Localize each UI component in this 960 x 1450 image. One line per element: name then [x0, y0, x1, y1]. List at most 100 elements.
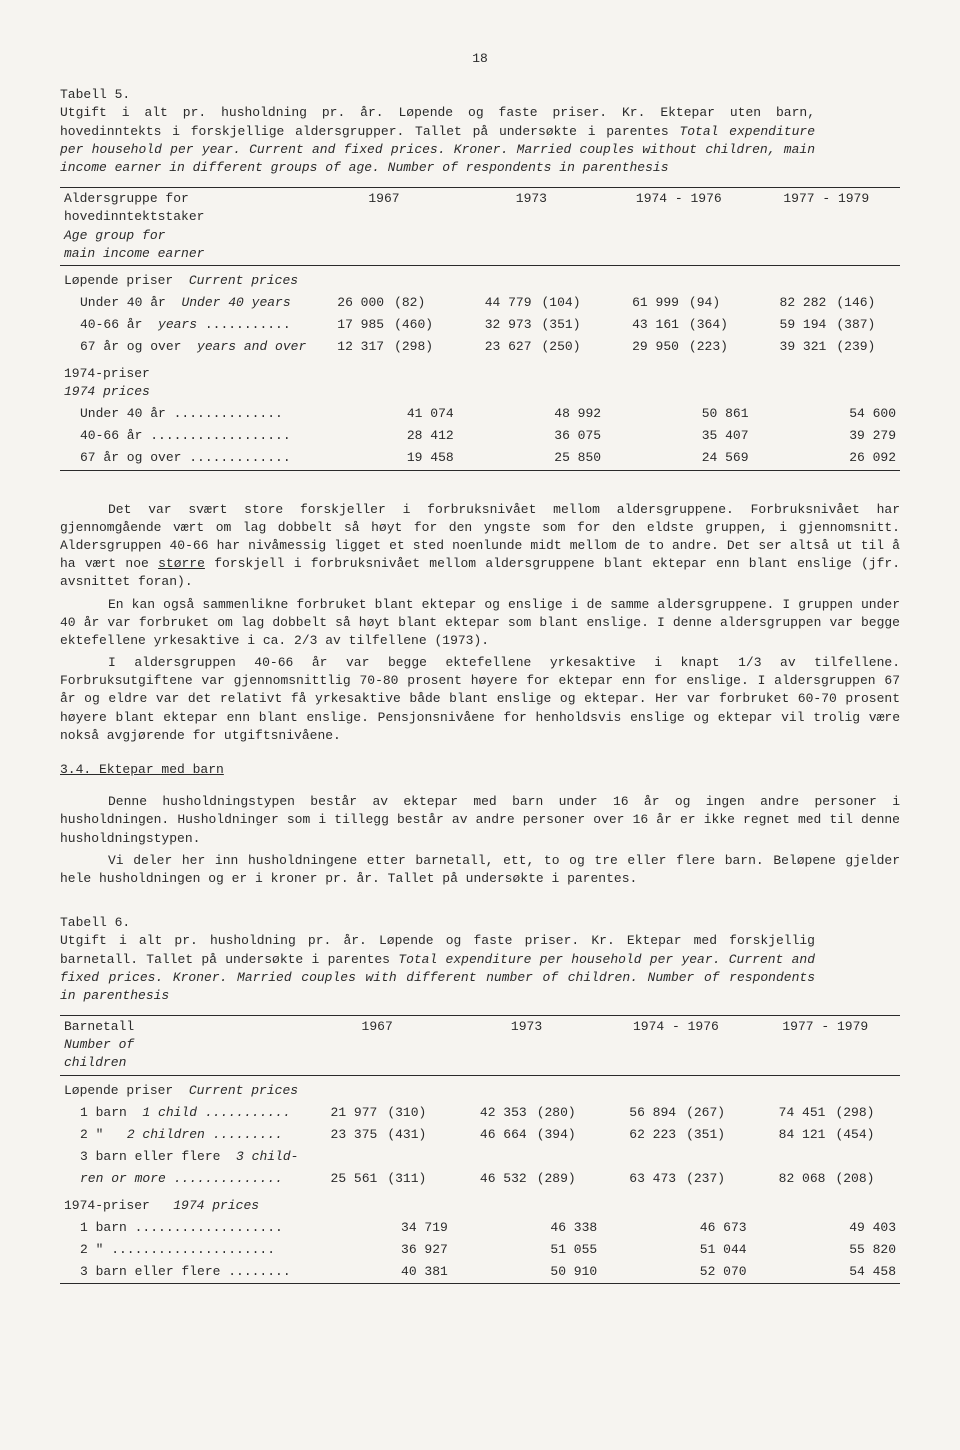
cell: 36 075	[458, 425, 605, 447]
cell: ren or more ..............	[80, 1171, 283, 1186]
cell: 46 532	[452, 1168, 531, 1190]
t5-stub1: Aldersgruppe for	[64, 191, 189, 206]
cell: (289)	[531, 1168, 602, 1190]
cell: 62 223	[601, 1124, 680, 1146]
table6-caption: Tabell 6. Utgift i alt pr. husholdning p…	[60, 914, 900, 1005]
cell: 67 år og over .............	[60, 447, 310, 470]
cell: (431)	[381, 1124, 452, 1146]
cell: 25 561	[302, 1168, 381, 1190]
cell: 28 412	[310, 425, 457, 447]
cell: (394)	[531, 1124, 602, 1146]
table-row: 2 " 2 children ......... 23 375(431) 46 …	[60, 1124, 900, 1146]
cell: 84 121	[751, 1124, 830, 1146]
cell: 3 barn eller flere ........	[60, 1261, 302, 1284]
cell: 24 569	[605, 447, 752, 470]
table5-caption: Tabell 5. Utgift i alt pr. husholdning p…	[60, 86, 900, 177]
t6-y0: 1967	[302, 1016, 451, 1076]
cell: (237)	[680, 1168, 751, 1190]
cell: 61 999	[605, 292, 683, 314]
cell: 44 779	[458, 292, 536, 314]
t5-sec2: 1974-priser	[64, 366, 150, 381]
cell: 41 074	[310, 403, 457, 425]
table5-label: Tabell 5.	[60, 86, 140, 104]
t5-y0: 1967	[310, 188, 457, 253]
cell: 40 381	[302, 1261, 451, 1284]
cell: 48 992	[458, 403, 605, 425]
table6-label: Tabell 6.	[60, 914, 140, 932]
table-row: 40-66 år .................. 28 412 36 07…	[60, 425, 900, 447]
p4: Denne husholdningstypen består av ektepa…	[60, 793, 900, 848]
cell: 40-66 år ..................	[60, 425, 310, 447]
table-row: Under 40 år .............. 41 074 48 992…	[60, 403, 900, 425]
cell: 42 353	[452, 1102, 531, 1124]
cell: (351)	[680, 1124, 751, 1146]
cell: (104)	[536, 292, 606, 314]
table-row: 1 barn ................... 34 719 46 338…	[60, 1217, 900, 1239]
table-row: 2 " ..................... 36 927 51 055 …	[60, 1239, 900, 1261]
cell: (208)	[829, 1168, 900, 1190]
cell: (454)	[829, 1124, 900, 1146]
cell: (94)	[683, 292, 753, 314]
cell: 3 child-	[236, 1149, 298, 1164]
cell: 1 barn ...................	[60, 1217, 302, 1239]
t5-sec1i: Current prices	[189, 273, 298, 288]
cell: 82 068	[751, 1168, 830, 1190]
cell: 26 000	[310, 292, 388, 314]
table-row: ren or more .............. 25 561(311) 4…	[60, 1168, 900, 1190]
t6-sec1: Løpende priser	[64, 1083, 173, 1098]
cell: 21 977	[302, 1102, 381, 1124]
cell: (364)	[683, 314, 753, 336]
t6-y2: 1974 - 1976	[601, 1016, 750, 1076]
cell: 26 092	[753, 447, 900, 470]
cell: 32 973	[458, 314, 536, 336]
cell: 54 458	[751, 1261, 900, 1284]
cell: 17 985	[310, 314, 388, 336]
cell: 46 673	[601, 1217, 750, 1239]
cell: 23 627	[458, 336, 536, 358]
cell: 23 375	[302, 1124, 381, 1146]
cell: (460)	[388, 314, 458, 336]
t5-sec1: Løpende priser	[64, 273, 173, 288]
cell: (387)	[830, 314, 900, 336]
cell: 12 317	[310, 336, 388, 358]
table-row: 40-66 år years ........... 17 985(460) 3…	[60, 314, 900, 336]
t5-stub3: Age group for	[64, 228, 165, 243]
t5-stub2: hovedinntektstaker	[64, 209, 204, 224]
cell: 1 child ...........	[142, 1105, 290, 1120]
cell: (311)	[381, 1168, 452, 1190]
cell: (146)	[830, 292, 900, 314]
cell: 51 055	[452, 1239, 601, 1261]
cell: years and over	[197, 339, 306, 354]
cell: 67 år og over	[80, 339, 181, 354]
p2: En kan også sammenlikne forbruket blant …	[60, 596, 900, 651]
cell: 52 070	[601, 1261, 750, 1284]
t6-sec1i: Current prices	[189, 1083, 298, 1098]
t6-y3: 1977 - 1979	[751, 1016, 900, 1076]
cell: 59 194	[753, 314, 831, 336]
cell: 34 719	[302, 1217, 451, 1239]
cell: 56 894	[601, 1102, 680, 1124]
cell: 50 861	[605, 403, 752, 425]
cell: (280)	[531, 1102, 602, 1124]
cell: 1 barn	[80, 1105, 127, 1120]
table-row: Under 40 år Under 40 years 26 000(82) 44…	[60, 292, 900, 314]
cell: (82)	[388, 292, 458, 314]
table-row: 67 år og over years and over 12 317(298)…	[60, 336, 900, 358]
heading-3-4: 3.4. Ektepar med barn	[60, 761, 900, 779]
t5-y1: 1973	[458, 188, 605, 253]
cell: 3 barn eller flere	[80, 1149, 220, 1164]
cell: Under 40 år	[80, 295, 166, 310]
cell: (310)	[381, 1102, 452, 1124]
cell: 29 950	[605, 336, 683, 358]
cell: 35 407	[605, 425, 752, 447]
cell: (267)	[680, 1102, 751, 1124]
cell: 2 "	[80, 1127, 103, 1142]
cell: (298)	[388, 336, 458, 358]
t6-sec2i: 1974 prices	[173, 1198, 259, 1213]
cell: 2 " .....................	[60, 1239, 302, 1261]
t6-stub3: children	[64, 1055, 126, 1070]
t6-stub2: Number of	[64, 1037, 134, 1052]
table-row: 1 barn 1 child ........... 21 977(310) 4…	[60, 1102, 900, 1124]
t6-stub1: Barnetall	[64, 1019, 134, 1034]
cell: 46 338	[452, 1217, 601, 1239]
